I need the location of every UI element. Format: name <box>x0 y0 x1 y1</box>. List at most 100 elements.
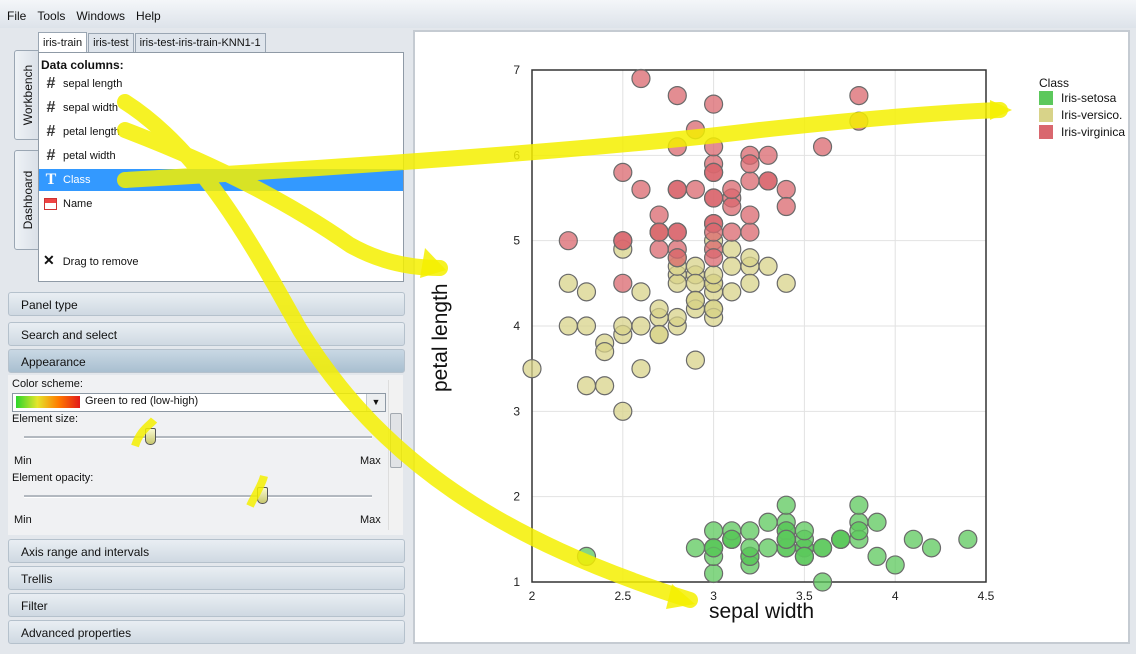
data-point <box>522 359 542 379</box>
tab-iris-test-knn[interactable]: iris-test-iris-train-KNN1-1 <box>134 33 266 52</box>
y-tick-label: 4 <box>513 319 520 333</box>
column-label: sepal length <box>63 78 123 90</box>
tab-workbench[interactable]: Workbench <box>14 50 42 140</box>
chevron-down-icon[interactable]: ▼ <box>366 394 385 411</box>
element-opacity-slider[interactable] <box>24 495 372 498</box>
data-point <box>667 179 687 200</box>
data-point <box>649 222 669 242</box>
name-column-icon <box>44 198 57 210</box>
element-size-thumb[interactable] <box>145 428 157 445</box>
scrollbar-thumb[interactable] <box>390 413 402 468</box>
data-point <box>685 120 706 140</box>
data-point <box>758 512 778 532</box>
data-point <box>685 350 706 370</box>
legend-item-virginica[interactable]: Iris-virginica <box>1039 124 1127 141</box>
data-point <box>812 538 833 558</box>
column-petal-length[interactable]: # petal length <box>39 121 403 143</box>
appearance-panel: Color scheme: Green to red (low-high) ▼ … <box>8 375 403 535</box>
data-point <box>849 111 869 131</box>
data-point <box>667 273 687 293</box>
legend-item-setosa[interactable]: Iris-setosa <box>1039 90 1127 107</box>
legend-item-versicolor[interactable]: Iris-versico. <box>1039 107 1127 124</box>
element-opacity-thumb[interactable] <box>256 487 268 504</box>
column-label: petal length <box>63 126 120 138</box>
data-point <box>794 521 814 541</box>
text-type-icon: T <box>45 171 57 188</box>
section-advanced[interactable]: Advanced properties <box>8 620 405 644</box>
column-sepal-width[interactable]: # sepal width <box>39 97 403 119</box>
x-tick-label: 4.5 <box>978 589 995 603</box>
data-point <box>758 538 778 558</box>
data-point <box>740 171 760 191</box>
element-size-slider[interactable] <box>24 436 372 439</box>
data-point <box>558 273 578 293</box>
data-point <box>649 205 669 225</box>
data-point <box>758 256 778 276</box>
y-tick-label: 5 <box>513 234 520 248</box>
data-point <box>794 546 814 567</box>
y-tick-label: 3 <box>513 404 520 418</box>
data-point <box>576 376 597 396</box>
section-filter[interactable]: Filter <box>8 593 405 617</box>
data-point <box>613 162 633 182</box>
data-point <box>685 256 706 276</box>
data-point <box>776 196 796 217</box>
data-point <box>704 94 724 114</box>
data-point <box>576 316 597 336</box>
menu-windows[interactable]: Windows <box>76 9 126 23</box>
data-point <box>849 495 869 515</box>
data-point <box>740 248 760 268</box>
hash-icon: # <box>46 99 56 116</box>
appearance-scrollbar[interactable] <box>388 380 403 530</box>
y-tick-label: 1 <box>513 575 520 589</box>
tab-dashboard[interactable]: Dashboard <box>14 150 42 250</box>
data-point <box>776 273 796 293</box>
data-point <box>704 521 724 541</box>
hash-icon: # <box>46 75 56 92</box>
data-point <box>558 231 578 251</box>
element-size-min: Min <box>14 455 32 467</box>
column-class[interactable]: T Class <box>39 169 403 191</box>
x-tick-label: 4 <box>892 589 899 603</box>
x-tick-label: 3 <box>710 589 717 603</box>
data-point <box>704 563 724 584</box>
column-sepal-length[interactable]: # sepal length <box>39 73 403 95</box>
section-appearance[interactable]: Appearance <box>8 349 405 373</box>
data-point <box>667 85 687 106</box>
tab-iris-test[interactable]: iris-test <box>88 33 134 52</box>
data-point <box>740 154 760 174</box>
section-search-select[interactable]: Search and select <box>8 322 405 346</box>
color-scheme-dropdown[interactable]: Green to red (low-high) ▼ <box>12 393 386 412</box>
y-tick-label: 2 <box>513 490 520 504</box>
data-point <box>613 231 633 251</box>
data-point <box>667 137 687 157</box>
menu-tools[interactable]: Tools <box>37 9 66 23</box>
menu-file[interactable]: File <box>7 9 27 23</box>
data-point <box>667 248 687 268</box>
legend-title: Class <box>1039 76 1070 90</box>
data-point <box>740 521 760 541</box>
menu-bar: File Tools Windows Help <box>0 0 1136 29</box>
data-point <box>849 85 869 106</box>
column-petal-width[interactable]: # petal width <box>39 145 403 167</box>
drag-to-remove-zone[interactable]: ✕ Drag to remove <box>43 252 139 269</box>
x-tick-label: 2.5 <box>614 589 631 603</box>
remove-icon: ✕ <box>43 252 55 268</box>
tab-iris-train[interactable]: iris-train <box>38 32 88 54</box>
legend-swatch <box>1039 125 1053 139</box>
tab-dashboard-label: Dashboard <box>21 170 35 230</box>
y-tick-label: 6 <box>513 148 520 162</box>
data-point <box>958 529 978 549</box>
data-point <box>685 290 706 310</box>
data-point <box>722 529 742 549</box>
section-trellis[interactable]: Trellis <box>8 566 405 590</box>
data-point <box>812 572 833 592</box>
column-name[interactable]: Name <box>39 193 403 215</box>
menu-help[interactable]: Help <box>136 9 161 23</box>
data-point <box>704 137 724 157</box>
section-axis-range[interactable]: Axis range and intervals <box>8 539 405 563</box>
left-panel: Workbench Dashboard iris-train iris-test i… <box>8 30 408 646</box>
section-panel-type[interactable]: Panel type <box>8 292 405 316</box>
data-point <box>740 538 760 558</box>
